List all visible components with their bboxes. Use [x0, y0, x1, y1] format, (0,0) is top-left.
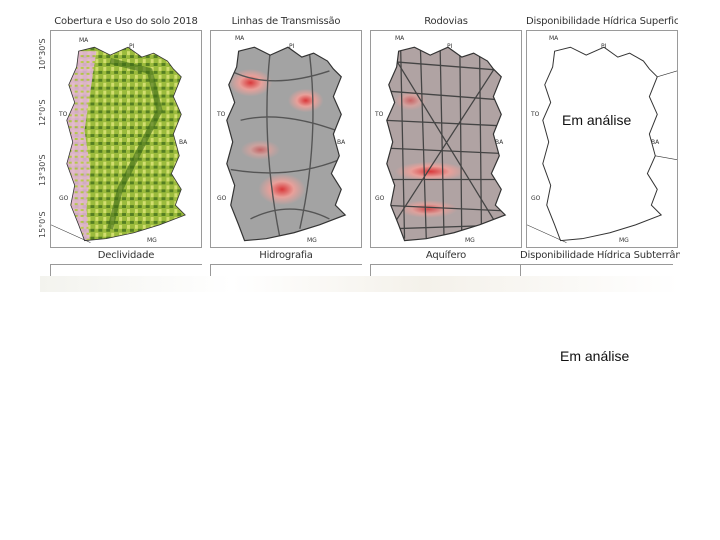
state-label-ba: BA	[179, 139, 188, 146]
map-panel-transmission: Linhas de Transmissão	[210, 16, 362, 248]
transmission-heatmap	[226, 46, 347, 242]
panel-title: Hidrografia	[259, 250, 313, 261]
state-label-go: GO	[217, 195, 227, 202]
state-label-ba: BA	[651, 139, 660, 146]
faded-map-strip	[40, 276, 680, 292]
state-label-ma: MA	[79, 37, 89, 44]
state-label-mg: MG	[465, 237, 475, 244]
state-label-pi: PI	[447, 43, 453, 50]
state-label-go: GO	[375, 195, 385, 202]
state-label-ba: BA	[337, 139, 346, 146]
map-frame: MA PI TO BA GO MG	[370, 30, 522, 248]
state-label-go: GO	[59, 195, 69, 202]
latitude-label-4: 15°0'S	[38, 211, 47, 238]
state-label-ma: MA	[395, 35, 405, 42]
surface-water-outline-map	[527, 46, 677, 243]
map-frame: MA PI TO BA GO MG	[50, 30, 202, 248]
state-label-mg: MG	[307, 237, 317, 244]
state-label-pi: PI	[289, 43, 295, 50]
state-label-to: TO	[217, 111, 226, 118]
state-label-ma: MA	[235, 35, 245, 42]
latitude-label-1: 10°30'S	[38, 38, 47, 70]
roads-heatmap	[386, 46, 507, 242]
map-frame: MA PI TO BA GO MG	[526, 30, 678, 248]
panel-title: Declividade	[97, 250, 155, 261]
state-label-go: GO	[531, 195, 541, 202]
panel-title: Disponibilidade Hídrica Subterrânea	[520, 250, 680, 261]
state-label-to: TO	[59, 111, 68, 118]
state-label-mg: MG	[619, 237, 629, 244]
state-label-mg: MG	[147, 237, 157, 244]
map-panel-roads: Rodovias	[370, 16, 522, 248]
state-label-pi: PI	[129, 43, 135, 50]
state-label-to: TO	[375, 111, 384, 118]
bottom-in-analysis-label: Em análise	[560, 348, 630, 364]
panel-title: Cobertura e Uso do solo 2018	[54, 16, 198, 27]
panel-title: Rodovias	[424, 16, 468, 27]
latitude-label-3: 13°30'S	[38, 154, 47, 186]
map-panel-landcover: Cobertura e Uso do solo 2018	[50, 16, 202, 248]
state-label-to: TO	[531, 111, 540, 118]
panel-title: Linhas de Transmissão	[231, 16, 341, 27]
landcover-map	[51, 46, 186, 243]
state-label-pi: PI	[601, 43, 607, 50]
latitude-label-2: 12°0'S	[38, 99, 47, 126]
map-frame: MA PI TO BA GO MG	[210, 30, 362, 248]
in-analysis-label: Em análise	[562, 112, 632, 128]
state-label-ma: MA	[549, 35, 559, 42]
panel-title: Aquífero	[425, 250, 467, 261]
state-label-ba: BA	[495, 139, 504, 146]
map-panel-surface-water: Disponibilidade Hídrica Superficial MA P…	[526, 16, 678, 248]
panel-title: Disponibilidade Hídrica Superficial	[526, 16, 678, 27]
